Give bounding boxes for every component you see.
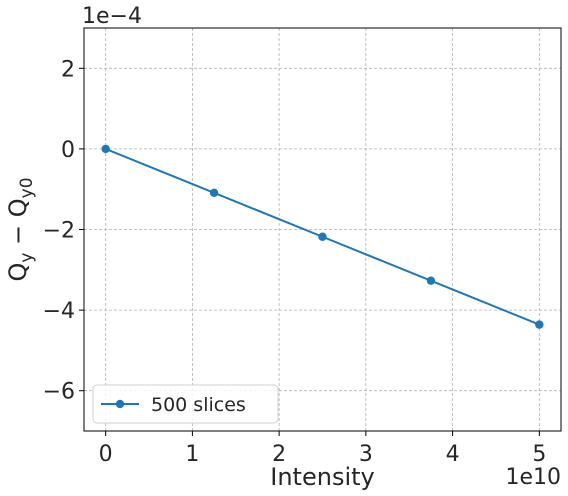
data-point [426,276,436,285]
legend: 500 slices [92,384,279,424]
data-point [209,188,219,198]
y-tick-label: 2 [61,57,75,82]
x-tick-label: 3 [359,442,373,467]
x-tick-label: 5 [532,442,546,467]
x-tick-label: 2 [272,442,286,467]
x-offset-label: 1e10 [505,465,561,490]
y-axis-label: Qy − Qy0 [4,177,37,281]
series-layer [101,144,544,329]
x-tick-label: 4 [446,442,460,467]
y-tick-label: −4 [43,299,75,324]
legend-swatch-marker [115,399,125,409]
y-offset-label: 1e−4 [82,4,142,29]
grid [84,28,561,431]
data-point [535,320,544,329]
legend-label: 500 slices [151,394,246,416]
x-tick-label: 1 [185,442,199,467]
data-point [101,144,110,154]
x-tick-label: 0 [99,442,113,467]
axis-ticks: 0 1 2 3 4 5 −6 −4 −2 0 2 [43,57,547,467]
y-tick-label: −2 [43,219,75,244]
y-tick-label: −6 [43,380,75,405]
x-axis-label: Intensity [270,463,374,491]
y-tick-label: 0 [61,138,75,163]
data-point [318,232,327,241]
legend-box [92,384,279,424]
